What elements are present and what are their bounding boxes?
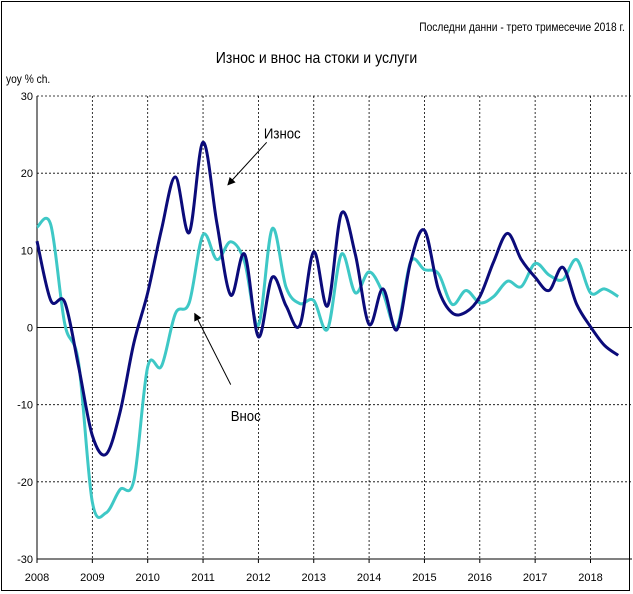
x-tick-labels: 2008 2009 2010 2011 2012 2013 2014 2015 2016 2017… [25,572,603,584]
y-tick-labels: 30 20 10 0 -10 -20 -30 [17,91,33,566]
x-tick-label: 2015 [412,572,436,584]
y-axis-label: yoy % ch. [6,72,51,86]
export-arrow [227,141,268,186]
x-tick-label: 2008 [25,572,49,584]
y-tick-label: 10 [21,245,33,257]
export-annotation: Износ [264,125,301,142]
x-tick-label: 2014 [357,572,381,584]
x-tick-label: 2016 [468,572,492,584]
x-tick-label: 2018 [578,572,602,584]
x-tick-label: 2013 [302,572,326,584]
y-tick-label: 30 [21,91,33,103]
y-tick-label: -20 [17,477,33,489]
y-tick-label: 20 [21,168,33,180]
y-tick-label: 0 [27,323,33,335]
x-tick-label: 2017 [523,572,547,584]
import-arrow [194,312,232,385]
latest-data-note: Последни данни - трето тримесечие 2018 г… [419,20,625,34]
y-tick-label: -30 [17,554,33,566]
chart-title: Износ и внос на стоки и услуги [215,50,418,67]
import-series-line [36,216,619,519]
annotations: Износ Внос [194,125,301,424]
series-lines [35,140,620,519]
x-tick-label: 2011 [191,572,215,584]
x-tick-label: 2009 [80,572,104,584]
y-tick-label: -10 [17,400,33,412]
axes [36,96,632,563]
x-tick-label: 2010 [135,572,159,584]
import-annotation: Внос [231,407,261,424]
x-tick-label: 2012 [246,572,270,584]
export-series-line [35,140,620,457]
